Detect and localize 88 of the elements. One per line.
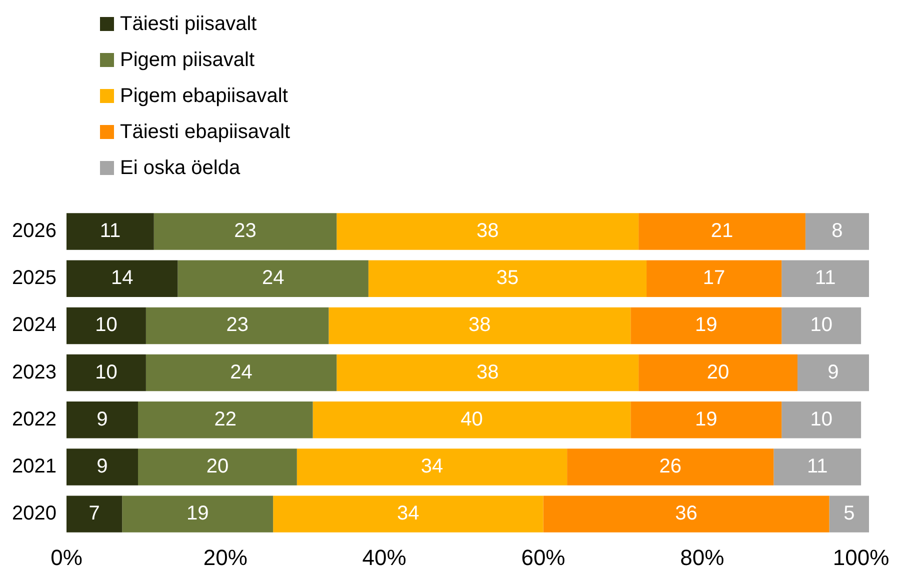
data-label: 19 bbox=[694, 408, 718, 430]
bar bbox=[805, 213, 869, 250]
data-label: 24 bbox=[230, 361, 252, 384]
bar bbox=[66, 307, 146, 344]
data-label: 34 bbox=[420, 455, 444, 478]
data-label: 22 bbox=[214, 408, 237, 430]
y-tick-label: 2026 bbox=[12, 220, 56, 242]
y-tick-label: 2020 bbox=[12, 502, 56, 525]
data-label: 11 bbox=[806, 455, 828, 478]
data-label: 20 bbox=[706, 361, 730, 384]
data-label: 8 bbox=[832, 220, 843, 242]
data-label: 17 bbox=[702, 267, 726, 290]
bar bbox=[782, 402, 862, 438]
bar bbox=[66, 213, 154, 250]
bar bbox=[630, 307, 782, 344]
bar bbox=[336, 213, 639, 250]
bar bbox=[646, 260, 782, 297]
bar bbox=[66, 496, 122, 532]
data-label: 34 bbox=[397, 502, 420, 525]
legend-label: Pigem piisavalt bbox=[120, 48, 255, 72]
data-label: 9 bbox=[96, 408, 108, 430]
y-tick-label: 2023 bbox=[12, 361, 56, 384]
x-tick-label: 60% bbox=[521, 544, 566, 570]
bar bbox=[296, 448, 568, 486]
data-label: 26 bbox=[659, 455, 682, 478]
bar bbox=[782, 307, 862, 344]
bar bbox=[829, 496, 869, 532]
legend-label: Täiesti ebapiisavalt bbox=[120, 120, 290, 144]
bar bbox=[630, 402, 782, 438]
y-tick-label: 2025 bbox=[12, 267, 56, 290]
data-label: 38 bbox=[476, 220, 499, 242]
data-label: 21 bbox=[710, 220, 734, 242]
data-label: 19 bbox=[694, 314, 718, 336]
data-label: 23 bbox=[226, 314, 248, 336]
x-tick-label: 40% bbox=[362, 544, 406, 570]
bar bbox=[336, 354, 639, 392]
bar bbox=[638, 354, 798, 392]
data-label: 11 bbox=[814, 267, 836, 290]
bar bbox=[146, 307, 329, 344]
x-tick-label: 20% bbox=[203, 544, 248, 570]
bar bbox=[638, 213, 806, 250]
bar bbox=[66, 260, 178, 297]
y-tick-label: 2022 bbox=[12, 408, 56, 430]
data-label: 11 bbox=[100, 220, 121, 242]
bar bbox=[154, 213, 337, 250]
bar bbox=[138, 402, 313, 438]
bar bbox=[178, 260, 368, 297]
x-tick-label: 80% bbox=[680, 544, 724, 570]
data-label: 10 bbox=[95, 361, 118, 384]
bar bbox=[312, 402, 631, 438]
data-label: 7 bbox=[88, 502, 100, 525]
data-label: 23 bbox=[234, 220, 256, 242]
data-label: 10 bbox=[810, 408, 832, 430]
bar bbox=[66, 354, 146, 392]
y-tick-label: 2021 bbox=[12, 455, 56, 478]
data-label: 38 bbox=[476, 361, 499, 384]
data-label: 9 bbox=[96, 455, 108, 478]
bar bbox=[328, 307, 631, 344]
data-label: 10 bbox=[95, 314, 118, 336]
data-label: 35 bbox=[496, 267, 519, 290]
data-label: 40 bbox=[460, 408, 483, 430]
data-label: 5 bbox=[844, 502, 855, 525]
bar bbox=[146, 354, 337, 392]
bar bbox=[543, 496, 830, 532]
bar bbox=[66, 448, 138, 486]
x-tick-label: 0% bbox=[50, 544, 82, 570]
y-tick-label: 2024 bbox=[12, 314, 56, 336]
data-label: 20 bbox=[206, 455, 229, 478]
data-label: 24 bbox=[262, 267, 284, 290]
legend-label: Täiesti piisavalt bbox=[120, 12, 257, 36]
bar bbox=[797, 354, 869, 392]
bar bbox=[368, 260, 647, 297]
data-label: 14 bbox=[110, 267, 134, 290]
bar bbox=[66, 402, 138, 438]
bar bbox=[774, 448, 862, 486]
data-label: 9 bbox=[828, 361, 839, 384]
data-label: 38 bbox=[468, 314, 491, 336]
bar bbox=[122, 496, 274, 532]
legend-label: Ei oska öelda bbox=[120, 156, 240, 180]
bar bbox=[782, 260, 869, 297]
legend-label: Pigem ebapiisavalt bbox=[120, 84, 288, 108]
bar bbox=[138, 448, 297, 486]
data-label: 36 bbox=[675, 502, 698, 525]
x-tick-label: 100% bbox=[832, 544, 890, 570]
bar bbox=[567, 448, 774, 486]
bar bbox=[273, 496, 544, 532]
data-label: 10 bbox=[810, 314, 832, 336]
data-label: 19 bbox=[186, 502, 209, 525]
